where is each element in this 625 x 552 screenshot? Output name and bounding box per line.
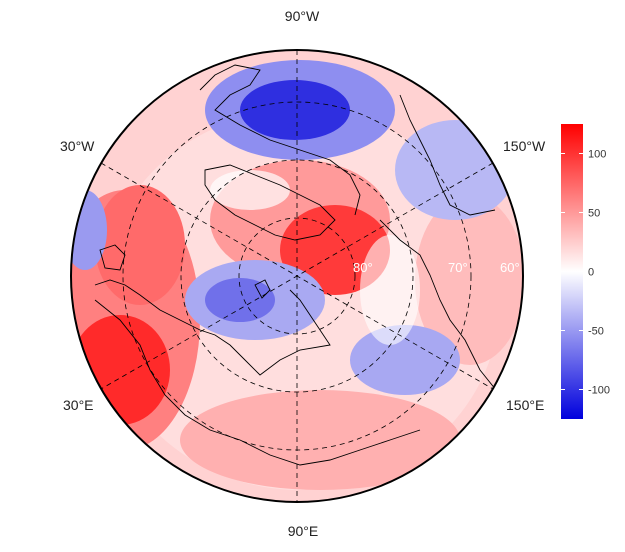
- colorbar-tick-label: 100: [588, 149, 606, 161]
- lat-label-80: 80°: [353, 260, 373, 275]
- coastlines: [94, 64, 501, 466]
- colorbar-tick-label: 0: [588, 267, 594, 279]
- graticule: [100, 50, 494, 502]
- anomaly-field: [71, 50, 523, 502]
- colorbar-tick-label: 50: [588, 208, 600, 220]
- colorbar-tick-label: -100: [588, 385, 610, 397]
- lat-label-70: 70°: [448, 260, 468, 275]
- lon-label-upper-left: 30°W: [60, 138, 95, 154]
- colorbar-tick-label: -50: [588, 326, 604, 338]
- lon-label-lower-left: 30°E: [63, 397, 94, 413]
- colorbar-ticks: 100 50 0 -50 -100: [561, 149, 610, 397]
- meridian-150w-30e: [100, 162, 494, 390]
- map-border: [70, 49, 524, 503]
- lon-label-bottom: 90°E: [288, 523, 319, 539]
- colorbar: 100 50 0 -50 -100: [561, 124, 610, 419]
- lon-label-upper-right: 150°W: [503, 138, 546, 154]
- lon-label-top: 90°W: [285, 8, 320, 24]
- lon-label-lower-right: 150°E: [506, 397, 544, 413]
- colorbar-gradient: [561, 124, 583, 419]
- lat-label-60: 60°: [500, 260, 520, 275]
